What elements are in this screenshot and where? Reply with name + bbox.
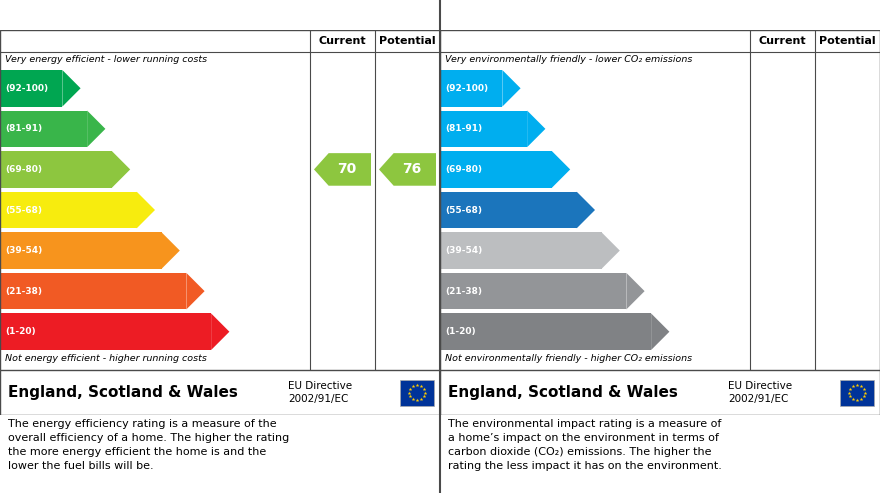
Text: Potential: Potential — [379, 36, 436, 46]
Polygon shape — [502, 70, 521, 106]
Bar — [840, 380, 874, 406]
Text: (1-20): (1-20) — [5, 327, 35, 336]
Text: (21-38): (21-38) — [445, 286, 482, 296]
Text: 70: 70 — [337, 162, 356, 176]
Text: D: D — [158, 203, 171, 217]
Text: (21-38): (21-38) — [5, 286, 42, 296]
Bar — [0, 314, 211, 350]
Text: F: F — [648, 283, 658, 299]
Bar — [0, 232, 162, 269]
Polygon shape — [552, 151, 570, 188]
Text: (55-68): (55-68) — [5, 206, 42, 214]
Polygon shape — [112, 151, 130, 188]
Text: Current: Current — [759, 36, 806, 46]
Text: B: B — [548, 121, 560, 137]
Text: C: C — [573, 162, 584, 177]
Text: (39-54): (39-54) — [445, 246, 482, 255]
Text: A: A — [524, 81, 535, 96]
Text: Very environmentally friendly - lower CO₂ emissions: Very environmentally friendly - lower CO… — [445, 55, 693, 64]
Polygon shape — [162, 232, 180, 269]
Text: The environmental impact rating is a measure of
a home’s impact on the environme: The environmental impact rating is a mea… — [448, 419, 722, 471]
Text: Potential: Potential — [819, 36, 876, 46]
Text: G: G — [672, 324, 685, 339]
Bar — [400, 380, 434, 406]
Text: The energy efficiency rating is a measure of the
overall efficiency of a home. T: The energy efficiency rating is a measur… — [8, 419, 290, 471]
Text: A: A — [84, 81, 95, 96]
Text: G: G — [232, 324, 245, 339]
Polygon shape — [187, 273, 204, 310]
Text: (81-91): (81-91) — [445, 124, 482, 134]
Bar — [440, 273, 627, 310]
Text: (92-100): (92-100) — [445, 84, 488, 93]
Text: F: F — [208, 283, 218, 299]
Bar — [440, 110, 527, 147]
Bar — [440, 192, 576, 228]
Text: (1-20): (1-20) — [445, 327, 475, 336]
Polygon shape — [62, 70, 81, 106]
Polygon shape — [527, 110, 546, 147]
Bar — [0, 273, 187, 310]
Text: C: C — [133, 162, 144, 177]
Polygon shape — [87, 110, 106, 147]
Polygon shape — [627, 273, 645, 310]
Bar — [0, 70, 62, 106]
Bar — [440, 151, 552, 188]
Text: EU Directive
2002/91/EC: EU Directive 2002/91/EC — [288, 381, 352, 404]
Text: Environmental Impact (CO₂) Rating: Environmental Impact (CO₂) Rating — [448, 6, 776, 24]
Text: 76: 76 — [402, 162, 422, 176]
Polygon shape — [602, 232, 620, 269]
Polygon shape — [211, 314, 230, 350]
Polygon shape — [576, 192, 595, 228]
Bar — [440, 232, 602, 269]
Polygon shape — [136, 192, 155, 228]
Bar — [0, 151, 112, 188]
Bar — [0, 192, 136, 228]
Bar — [440, 314, 651, 350]
Text: (81-91): (81-91) — [5, 124, 42, 134]
Text: England, Scotland & Wales: England, Scotland & Wales — [8, 385, 238, 400]
Text: Very energy efficient - lower running costs: Very energy efficient - lower running co… — [5, 55, 207, 64]
Text: E: E — [183, 243, 194, 258]
Text: EU Directive
2002/91/EC: EU Directive 2002/91/EC — [729, 381, 792, 404]
Text: (69-80): (69-80) — [445, 165, 482, 174]
Text: D: D — [598, 203, 611, 217]
Text: Current: Current — [319, 36, 366, 46]
Text: E: E — [623, 243, 634, 258]
Text: (69-80): (69-80) — [5, 165, 42, 174]
Bar — [0, 110, 87, 147]
Polygon shape — [379, 153, 436, 186]
Text: Not energy efficient - higher running costs: Not energy efficient - higher running co… — [5, 354, 207, 363]
Polygon shape — [314, 153, 371, 186]
Bar — [440, 70, 502, 106]
Text: B: B — [108, 121, 120, 137]
Text: (55-68): (55-68) — [445, 206, 482, 214]
Polygon shape — [651, 314, 670, 350]
Text: Energy Efficiency Rating: Energy Efficiency Rating — [8, 6, 237, 24]
Text: (39-54): (39-54) — [5, 246, 42, 255]
Text: England, Scotland & Wales: England, Scotland & Wales — [448, 385, 678, 400]
Text: (92-100): (92-100) — [5, 84, 48, 93]
Text: Not environmentally friendly - higher CO₂ emissions: Not environmentally friendly - higher CO… — [445, 354, 693, 363]
